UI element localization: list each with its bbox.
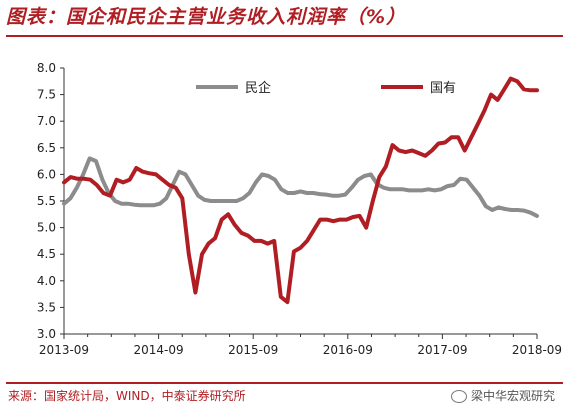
- y-tick-label: 6.5: [37, 141, 56, 155]
- watermark: 梁中华宏观研究: [450, 386, 555, 406]
- y-tick-label: 8.0: [37, 61, 56, 75]
- x-tick-label: 2014-09: [134, 343, 184, 357]
- x-tick-label: 2013-09: [39, 343, 89, 357]
- series-line-1: [62, 76, 539, 305]
- x-tick-label: 2015-09: [228, 343, 278, 357]
- y-tick-label: 4.0: [37, 274, 56, 288]
- x-tick-label: 2017-09: [417, 343, 467, 357]
- y-tick-label: 7.0: [37, 114, 56, 128]
- y-tick-label: 5.5: [37, 194, 56, 208]
- x-tick-label: 2018-09: [512, 343, 562, 357]
- series-line-0: [62, 156, 539, 218]
- source-note: 来源：国家统计局，WIND，中泰证券研究所: [8, 389, 246, 403]
- y-tick-label: 3.5: [37, 300, 56, 314]
- watermark-text: 梁中华宏观研究: [470, 389, 555, 403]
- chart-series: [62, 76, 539, 305]
- chart-legend: 民企 国有: [196, 80, 456, 96]
- chart-title: 图表：国企和民企主营业务收入利润率（%）: [6, 6, 407, 28]
- y-tick-label: 6.0: [37, 167, 56, 181]
- y-tick-label: 3.0: [37, 327, 56, 341]
- y-tick-label: 7.5: [37, 88, 56, 102]
- title-underline: [6, 35, 563, 37]
- wechat-icon: [450, 390, 467, 403]
- legend-label-1: 国有: [430, 81, 456, 96]
- x-tick-label: 2016-09: [323, 343, 373, 357]
- footer-rule: [6, 382, 563, 384]
- chart-axes: 3.0 3.5 4.0 4.5 5.0 5.5 6.0 6.5 7.0 7.5 8.0 2013-09…: [37, 61, 562, 357]
- y-tick-label: 5.0: [37, 221, 56, 235]
- legend-label-0: 民企: [245, 80, 271, 96]
- y-tick-label: 4.5: [37, 247, 56, 261]
